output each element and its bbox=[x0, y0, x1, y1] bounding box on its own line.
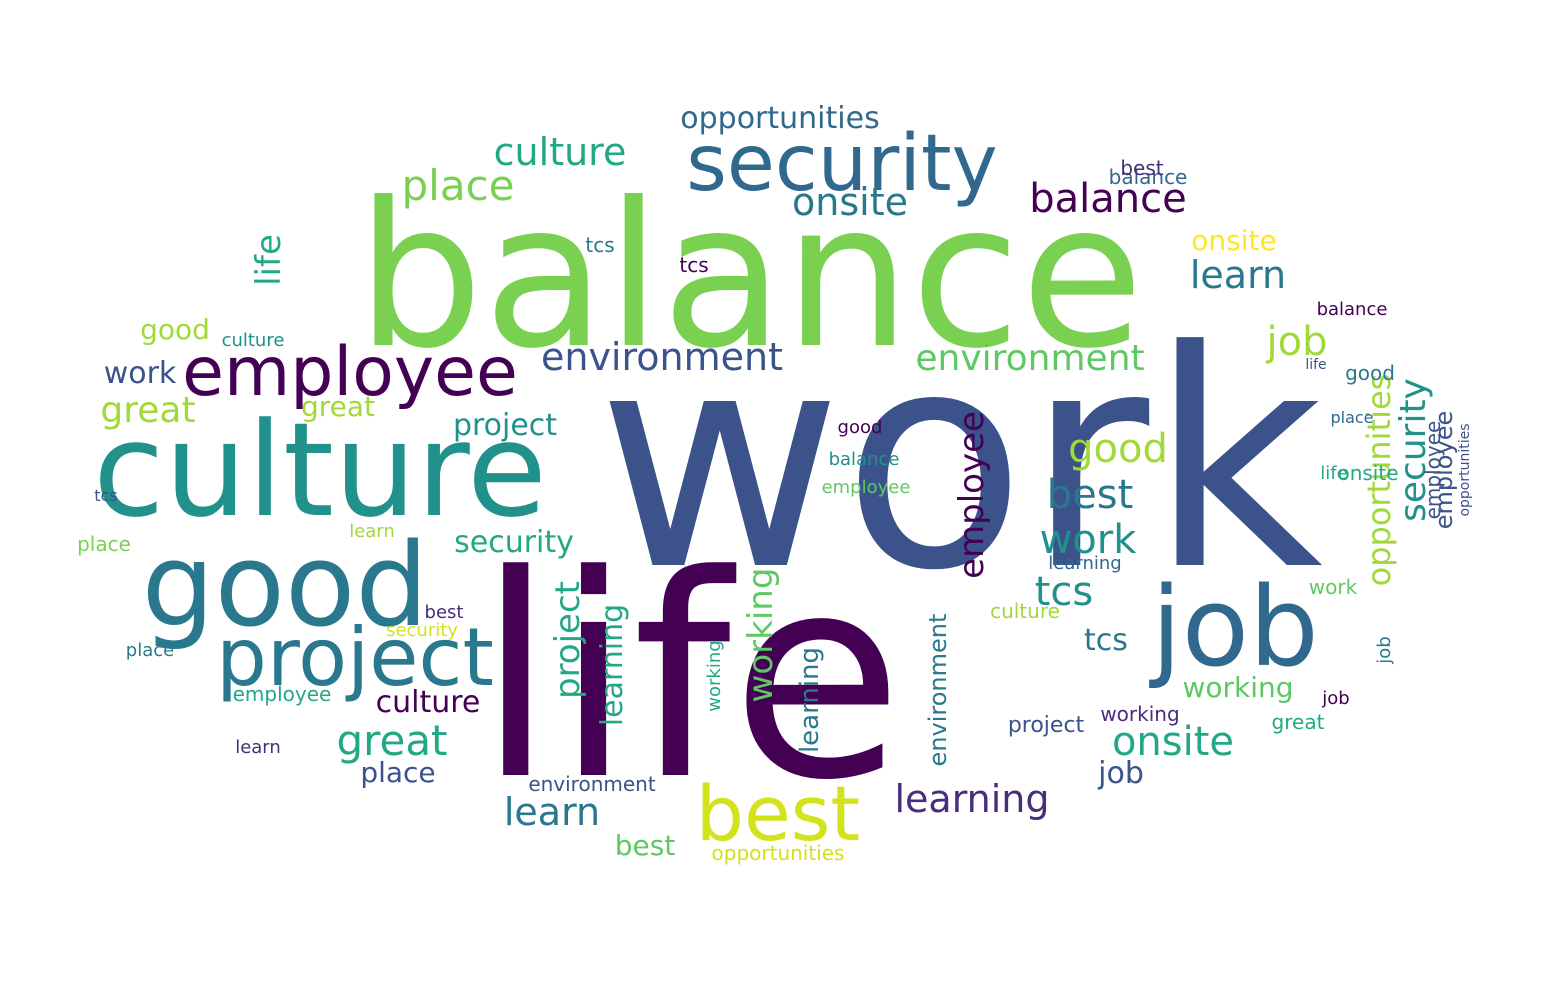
word-life: life bbox=[249, 234, 289, 286]
word-tcs: tcs bbox=[585, 233, 614, 257]
word-learn: learn bbox=[235, 737, 281, 758]
word-environment: environment bbox=[528, 772, 656, 796]
word-project: project bbox=[548, 581, 588, 699]
word-great: great bbox=[301, 390, 375, 423]
word-good: good bbox=[838, 417, 883, 438]
word-onsite: onsite bbox=[792, 180, 908, 224]
word-job: job bbox=[1149, 563, 1319, 691]
word-job: job bbox=[1097, 756, 1144, 791]
word-learning: learning bbox=[1048, 553, 1121, 574]
word-security: security bbox=[454, 525, 574, 560]
word-work: work bbox=[597, 287, 1323, 636]
word-place: place bbox=[1330, 408, 1373, 427]
word-best: best bbox=[425, 602, 464, 623]
word-security: security bbox=[686, 119, 997, 209]
word-life: life bbox=[477, 516, 903, 842]
word-employee: employee bbox=[1421, 421, 1445, 520]
word-balance: balance bbox=[829, 449, 900, 470]
word-environment: environment bbox=[924, 614, 952, 767]
word-culture: culture bbox=[93, 394, 547, 546]
word-place: place bbox=[402, 161, 515, 210]
word-tcs: tcs bbox=[679, 253, 708, 277]
word-good: good bbox=[140, 313, 210, 346]
word-best: best bbox=[1120, 156, 1163, 180]
word-great: great bbox=[336, 716, 447, 765]
word-job: job bbox=[1266, 319, 1328, 365]
word-work: work bbox=[104, 356, 177, 391]
word-onsite: onsite bbox=[1337, 461, 1398, 485]
word-project: project bbox=[453, 408, 557, 443]
word-onsite: onsite bbox=[1112, 719, 1234, 765]
word-great: great bbox=[1272, 710, 1325, 734]
word-opportunities: opportunities bbox=[712, 841, 845, 865]
word-work: work bbox=[1040, 517, 1138, 563]
word-project: project bbox=[1008, 713, 1085, 738]
word-place: place bbox=[360, 756, 435, 789]
word-environment: environment bbox=[541, 335, 783, 379]
word-culture: culture bbox=[222, 330, 285, 351]
word-balance: balance bbox=[1029, 176, 1186, 222]
word-employee: employee bbox=[182, 333, 518, 412]
word-culture: culture bbox=[494, 130, 627, 174]
word-life: life bbox=[1320, 463, 1347, 484]
word-security: security bbox=[386, 620, 458, 641]
word-balance: balance bbox=[1109, 165, 1188, 189]
word-place: place bbox=[77, 532, 131, 556]
word-good: good bbox=[142, 519, 429, 653]
word-learning: learning bbox=[795, 647, 825, 753]
word-opportunities: opportunities bbox=[1457, 423, 1473, 516]
word-opportunities: opportunities bbox=[680, 101, 879, 136]
word-employee: employee bbox=[233, 682, 332, 706]
word-working: working bbox=[1182, 671, 1293, 704]
word-life: life bbox=[1305, 357, 1326, 373]
word-employee: employee bbox=[822, 477, 911, 498]
word-balance: balance bbox=[356, 160, 1143, 393]
word-place: place bbox=[126, 640, 174, 661]
word-tcs: tcs bbox=[1035, 569, 1094, 615]
word-great: great bbox=[100, 390, 195, 431]
word-balance: balance bbox=[1317, 299, 1388, 320]
word-learning: learning bbox=[595, 604, 630, 726]
word-project: project bbox=[216, 611, 494, 704]
word-best: best bbox=[696, 769, 860, 858]
word-culture: culture bbox=[990, 599, 1060, 623]
word-tcs: tcs bbox=[94, 486, 117, 505]
word-learn: learn bbox=[349, 521, 395, 542]
word-working: working bbox=[741, 568, 781, 703]
word-working: working bbox=[704, 640, 725, 711]
word-learning: learning bbox=[894, 777, 1049, 821]
word-learn: learn bbox=[1190, 253, 1286, 297]
word-best: best bbox=[1047, 472, 1134, 518]
word-work: work bbox=[1309, 575, 1358, 599]
word-employee: employee bbox=[952, 411, 992, 579]
word-tcs: tcs bbox=[1084, 623, 1128, 658]
word-best: best bbox=[615, 829, 676, 862]
word-onsite: onsite bbox=[1191, 224, 1276, 257]
word-employee: employee bbox=[1430, 411, 1458, 529]
word-culture: culture bbox=[376, 685, 481, 720]
word-job: job bbox=[1321, 688, 1349, 709]
word-learn: learn bbox=[504, 790, 600, 834]
word-security: security bbox=[1393, 378, 1434, 522]
word-environment: environment bbox=[915, 338, 1144, 379]
word-job: job bbox=[1374, 636, 1395, 664]
word-good: good bbox=[1068, 426, 1168, 472]
word-opportunities: opportunities bbox=[1360, 374, 1398, 587]
word-good: good bbox=[1345, 361, 1395, 385]
word-working: working bbox=[1100, 702, 1179, 726]
